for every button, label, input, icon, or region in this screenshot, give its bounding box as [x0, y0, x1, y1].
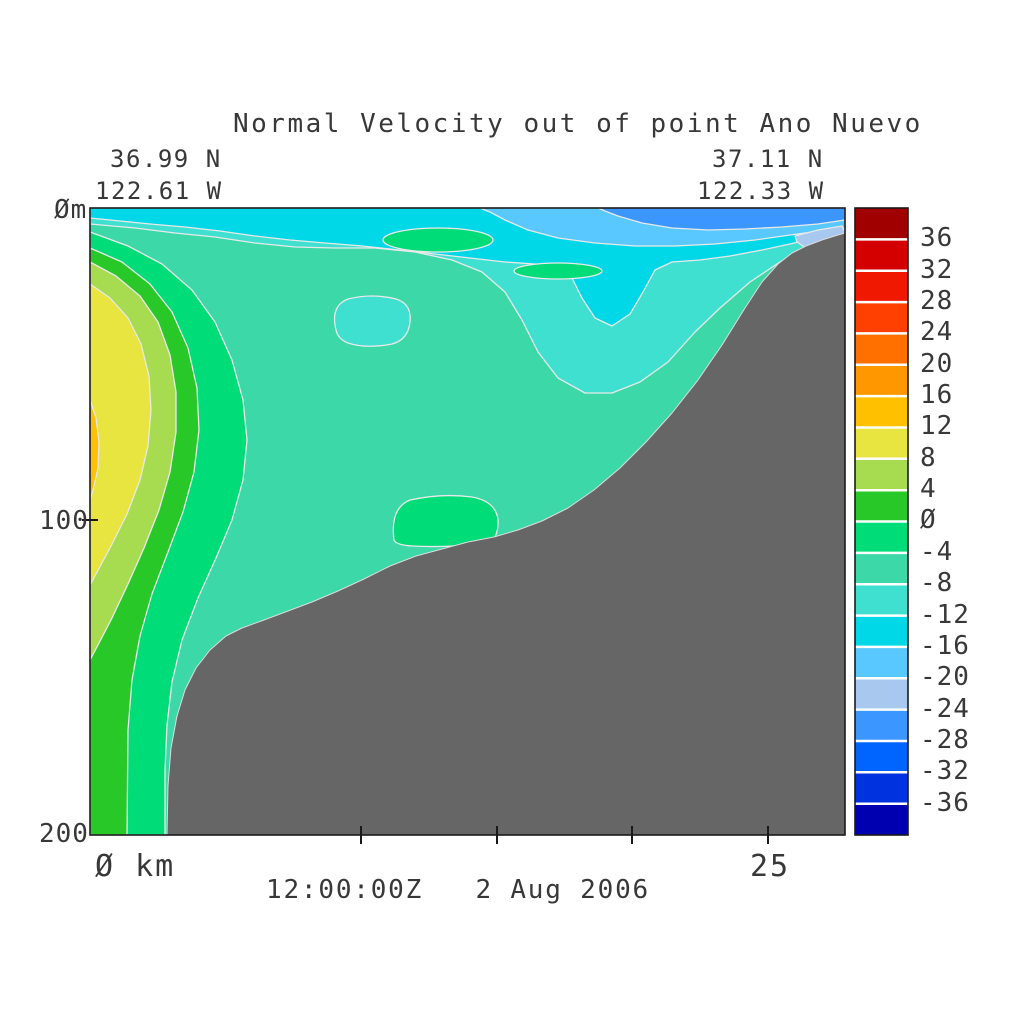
- band-minus28-to-minus24: [597, 208, 845, 231]
- plot-title: Normal Velocity out of point Ano Nuevo: [233, 109, 923, 139]
- colorbar-label: -16: [920, 631, 970, 661]
- colorbar-label: -12: [920, 600, 970, 630]
- start-latitude-label: 36.99 N: [110, 145, 222, 173]
- end-longitude-label: 122.33 W: [697, 177, 825, 205]
- bathymetry-mask: [166, 232, 845, 835]
- depth-label-100m: 100: [39, 506, 89, 536]
- colorbar-label: -32: [920, 756, 970, 786]
- colorbar-label: -8: [920, 568, 954, 598]
- patch-minus4-to-0-wisp: [513, 262, 603, 280]
- start-longitude-label: 122.61 W: [95, 177, 223, 205]
- colorbar-label: 4: [920, 474, 937, 504]
- colorbar-frame: [854, 207, 909, 836]
- patch-minus4-to-0-top: [382, 227, 494, 253]
- colorbar: [854, 207, 909, 836]
- colorbar-label: 24: [920, 317, 954, 347]
- colorbar-label: 8: [920, 443, 937, 473]
- valid-time-label: 12:00:00Z 2 Aug 2006: [266, 875, 650, 905]
- end-latitude-label: 37.11 N: [712, 145, 824, 173]
- colorbar-label: 12: [920, 411, 954, 441]
- depth-label-200m: 200: [39, 819, 89, 849]
- distance-label-0km: Ø km: [95, 849, 176, 884]
- colorbar-label: -28: [920, 725, 970, 755]
- colorbar-label: 28: [920, 286, 954, 316]
- colorbar-label: -36: [920, 788, 970, 818]
- distance-label-25km: 25: [750, 849, 791, 884]
- colorbar-label: 32: [920, 255, 954, 285]
- plot-frame: [89, 207, 846, 836]
- colorbar-label: -24: [920, 694, 970, 724]
- axes: [82, 207, 846, 844]
- band-12-to-16: [90, 399, 100, 501]
- band-8-to-12: [90, 283, 152, 586]
- colorbar-label: 36: [920, 223, 954, 253]
- colorbar-label: 16: [920, 380, 954, 410]
- depth-label-0m: Øm: [54, 195, 88, 225]
- patch-minus12-to-minus8: [333, 295, 411, 347]
- x-axis-ticks: [360, 826, 769, 844]
- patch-minus4-to-0-mid: [392, 494, 499, 548]
- colorbar-label: Ø: [920, 505, 937, 535]
- colorbar-label: 20: [920, 349, 954, 379]
- colorbar-label: -20: [920, 662, 970, 692]
- contour-field: [90, 208, 845, 835]
- colorbar-dividers: [855, 238, 908, 805]
- colorbar-label: -4: [920, 537, 954, 567]
